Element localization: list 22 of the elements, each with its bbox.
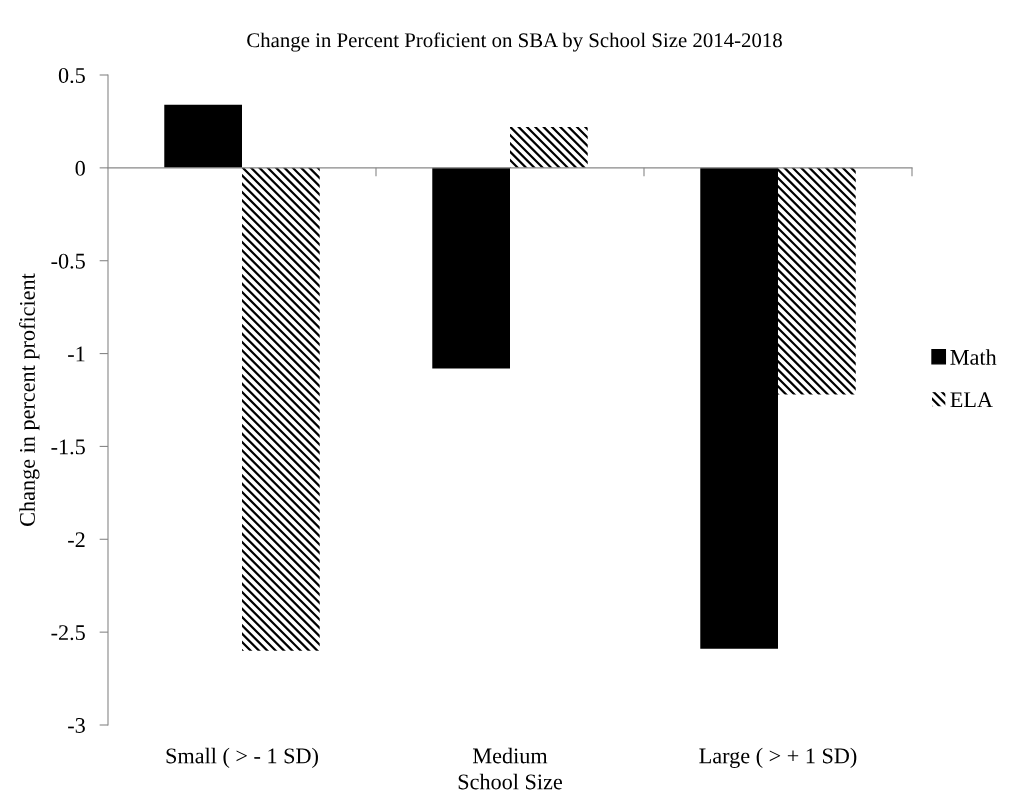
- x-tick-label: Small ( > - 1 SD): [166, 747, 318, 768]
- y-axis-title: Change in percent proficient: [19, 273, 40, 526]
- legend-label: ELA: [950, 392, 993, 408]
- y-tick-label: -2.5: [51, 625, 85, 641]
- y-tick-label: -1: [68, 346, 85, 362]
- chart-title: Change in Percent Proficient on SBA by School Size 2014-2018: [247, 32, 782, 52]
- y-tick-label: -2: [68, 532, 85, 547]
- y-tick-label: -1.5: [51, 439, 85, 455]
- x-axis-title: School Size: [458, 773, 562, 790]
- bar: [700, 167, 778, 649]
- y-tick-label: -3: [68, 717, 85, 733]
- legend-label: Math: [950, 349, 997, 365]
- y-tick-label: -0.5: [51, 253, 85, 269]
- bar: [432, 167, 510, 369]
- bar: [242, 167, 320, 651]
- bar: [510, 127, 588, 168]
- x-tick-label: Large ( > + 1 SD): [699, 747, 857, 768]
- y-tick-label: 0.5: [58, 67, 85, 84]
- x-tick-label: Medium: [472, 747, 548, 764]
- bar: [778, 167, 856, 395]
- bar: [164, 104, 242, 168]
- y-tick-label: 0: [75, 160, 85, 176]
